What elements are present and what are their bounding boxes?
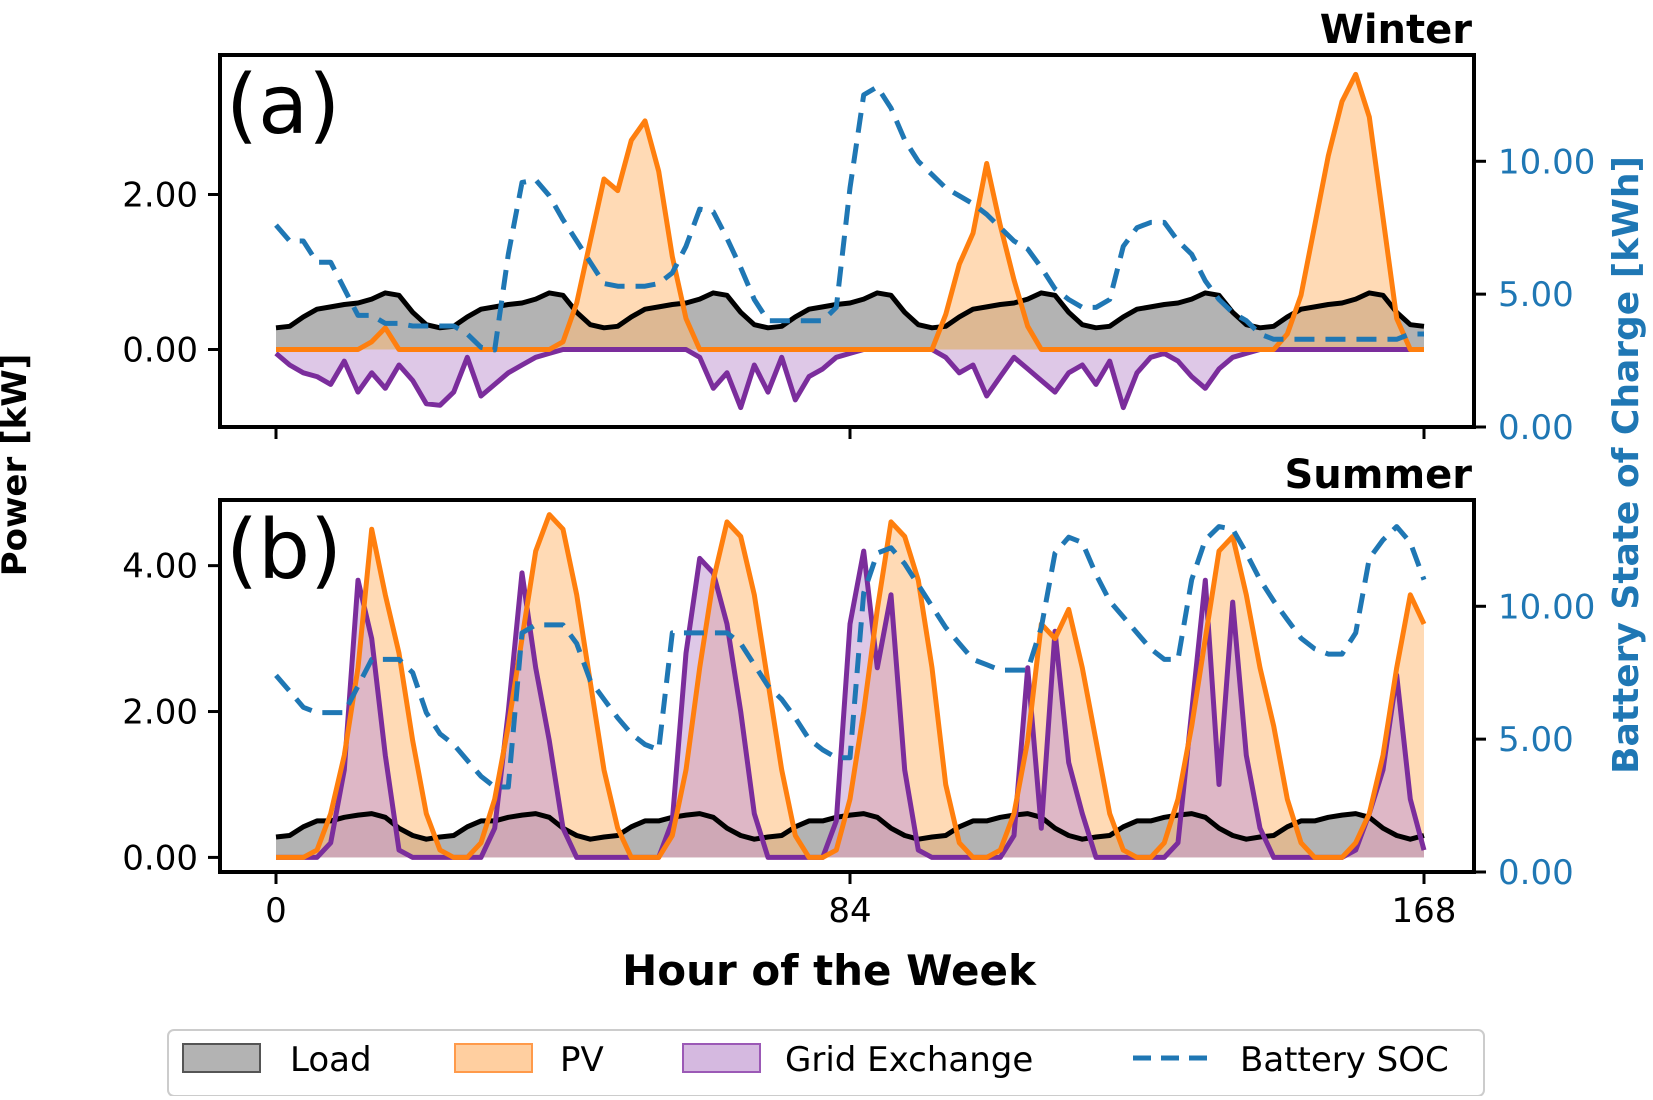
plot-area: [274, 71, 1425, 411]
legend-swatch-load: [182, 1043, 261, 1073]
grid-exchange-area: [276, 349, 1424, 408]
y-axis-label-left: Power [kW]: [0, 354, 35, 577]
legend-label-load: Load: [290, 1040, 372, 1080]
panel-title: Summer: [1285, 452, 1473, 498]
panels-group: 0.00 2.00 0.00 5.00 10.00 Winter (a) 0.00 2.00 4.…: [122, 7, 1595, 931]
panel-frame: [218, 53, 1476, 429]
legend-label-grid: Grid Exchange: [785, 1040, 1033, 1080]
panel-label: (a): [226, 58, 340, 153]
panel-title: Winter: [1320, 7, 1473, 53]
panel-label: (b): [226, 503, 342, 598]
y-axis-label-right: Battery State of Charge [kWh]: [1606, 156, 1647, 774]
legend-swatch-pv: [454, 1043, 533, 1073]
y2-tick-label: 0.00: [1498, 408, 1574, 448]
grid-exchange-area: [276, 551, 1424, 858]
plot-area: [274, 512, 1427, 860]
pv-area: [276, 514, 1424, 858]
y2-tick-label: 10.00: [1498, 587, 1595, 627]
y-tick-label: 2.00: [122, 693, 198, 733]
y2-tick-label: 5.00: [1498, 275, 1574, 315]
battery-soc-line: [274, 84, 1424, 353]
load-line: [275, 811, 1425, 842]
legend: Load PV Grid Exchange Battery SOC: [167, 1029, 1485, 1097]
x-tick-label: 168: [1392, 891, 1457, 931]
pv-line: [276, 512, 1427, 860]
x-tick-label: 0: [265, 891, 287, 931]
y-tick-label: 0.00: [122, 838, 198, 878]
y-tick-label: 0.00: [122, 331, 198, 371]
y2-tick-label: 0.00: [1498, 853, 1574, 893]
legend-swatch-grid: [682, 1043, 761, 1073]
legend-label-pv: PV: [560, 1040, 604, 1080]
y-tick-label: 4.00: [122, 547, 198, 587]
legend-label-soc: Battery SOC: [1240, 1040, 1449, 1080]
y2-tick-label: 10.00: [1498, 142, 1595, 182]
grid-exchange-line: [274, 347, 1424, 411]
y-tick-label: 2.00: [122, 176, 198, 216]
pv-area: [276, 74, 1424, 350]
panel-b: 0.00 2.00 4.00 0.00 5.00 10.00 0 84 168 Summer (b): [122, 452, 1595, 931]
panel-frame: [218, 498, 1476, 874]
x-tick-label: 84: [828, 891, 871, 931]
x-axis-label: Hour of the Week: [622, 946, 1037, 995]
y2-tick-label: 5.00: [1498, 720, 1574, 760]
load-line: [275, 290, 1425, 331]
battery-soc-line: [274, 524, 1427, 790]
pv-line: [276, 71, 1424, 352]
panel-a: 0.00 2.00 0.00 5.00 10.00 Winter (a): [122, 7, 1595, 448]
